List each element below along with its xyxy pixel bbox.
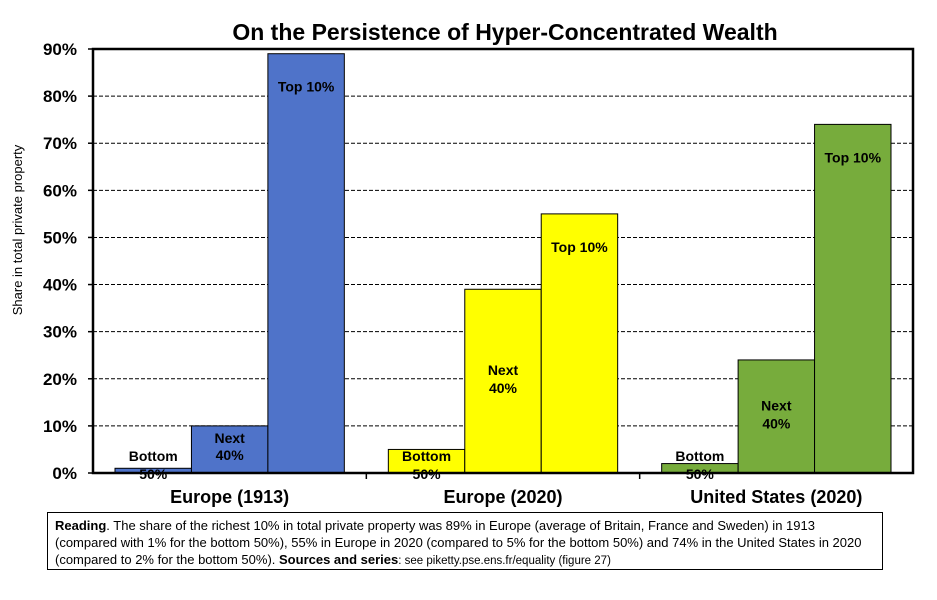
- bar-label: 40%: [762, 415, 791, 431]
- y-tick-label: 60%: [43, 181, 77, 200]
- y-tick-label: 90%: [43, 40, 77, 59]
- reading-note: Reading. The share of the richest 10% in…: [47, 512, 883, 570]
- chart-title: On the Persistence of Hyper-Concentrated…: [232, 19, 777, 45]
- sources-text: : see piketty.pse.ens.fr/equality (figur…: [398, 555, 611, 567]
- bar: [814, 123, 892, 474]
- y-tick-label: 20%: [43, 370, 77, 389]
- x-category-label: Europe (1913): [170, 487, 289, 507]
- bar-label: Top 10%: [551, 239, 608, 255]
- bar: [267, 53, 345, 474]
- y-tick-label: 40%: [43, 276, 77, 295]
- x-category-label: United States (2020): [690, 487, 862, 507]
- reading-text: . The share of the richest 10% in total …: [55, 518, 862, 567]
- x-category-label: Europe (2020): [443, 487, 562, 507]
- reading-label: Reading: [55, 518, 107, 533]
- y-tick-label: 30%: [43, 323, 77, 342]
- y-tick-label: 0%: [52, 464, 77, 483]
- bar-label: Next: [214, 430, 245, 446]
- y-tick-label: 50%: [43, 228, 77, 247]
- bar-chart: On the Persistence of Hyper-Concentrated…: [10, 19, 915, 507]
- bar-label: 40%: [216, 447, 245, 463]
- y-axis-label: Share in total private property: [10, 144, 25, 315]
- plot-area-frame: [91, 47, 915, 475]
- bar-label: 40%: [489, 380, 518, 396]
- bar-label: Top 10%: [278, 79, 335, 95]
- bar-label: Bottom: [402, 448, 451, 464]
- x-axis-categories: Europe (1913) Europe (2020) United States …: [170, 487, 862, 507]
- bar-label: Next: [488, 362, 519, 378]
- bar-label: Bottom: [129, 448, 178, 464]
- y-axis-ticks: 0% 10% 20% 30% 40% 50% 60% 70% 80% 90%: [43, 40, 641, 483]
- bar: [540, 213, 619, 474]
- bar: [464, 288, 542, 474]
- y-tick-label: 10%: [43, 417, 77, 436]
- bar-label: Bottom: [675, 448, 724, 464]
- bar-label: Next: [761, 397, 792, 413]
- y-tick-label: 80%: [43, 87, 77, 106]
- bar-label: Top 10%: [825, 149, 882, 165]
- sources-label: Sources and series: [279, 552, 399, 567]
- y-tick-label: 70%: [43, 134, 77, 153]
